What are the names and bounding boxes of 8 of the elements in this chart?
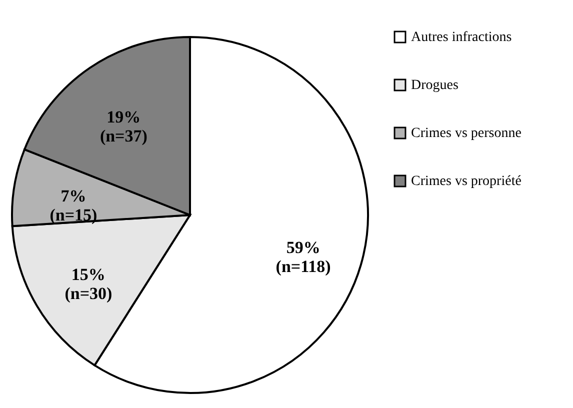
legend-label: Autres infractions [411, 30, 512, 45]
data-label: 59% (n=118) [276, 238, 331, 276]
legend-label: Drogues [411, 78, 458, 93]
data-label: 15% (n=30) [64, 265, 112, 304]
legend-label: Crimes vs propriété [411, 174, 522, 189]
data-label: 7% (n=15) [50, 186, 98, 225]
legend-label: Crimes vs personne [411, 126, 522, 141]
data-label: 19% (n=37) [100, 107, 148, 146]
